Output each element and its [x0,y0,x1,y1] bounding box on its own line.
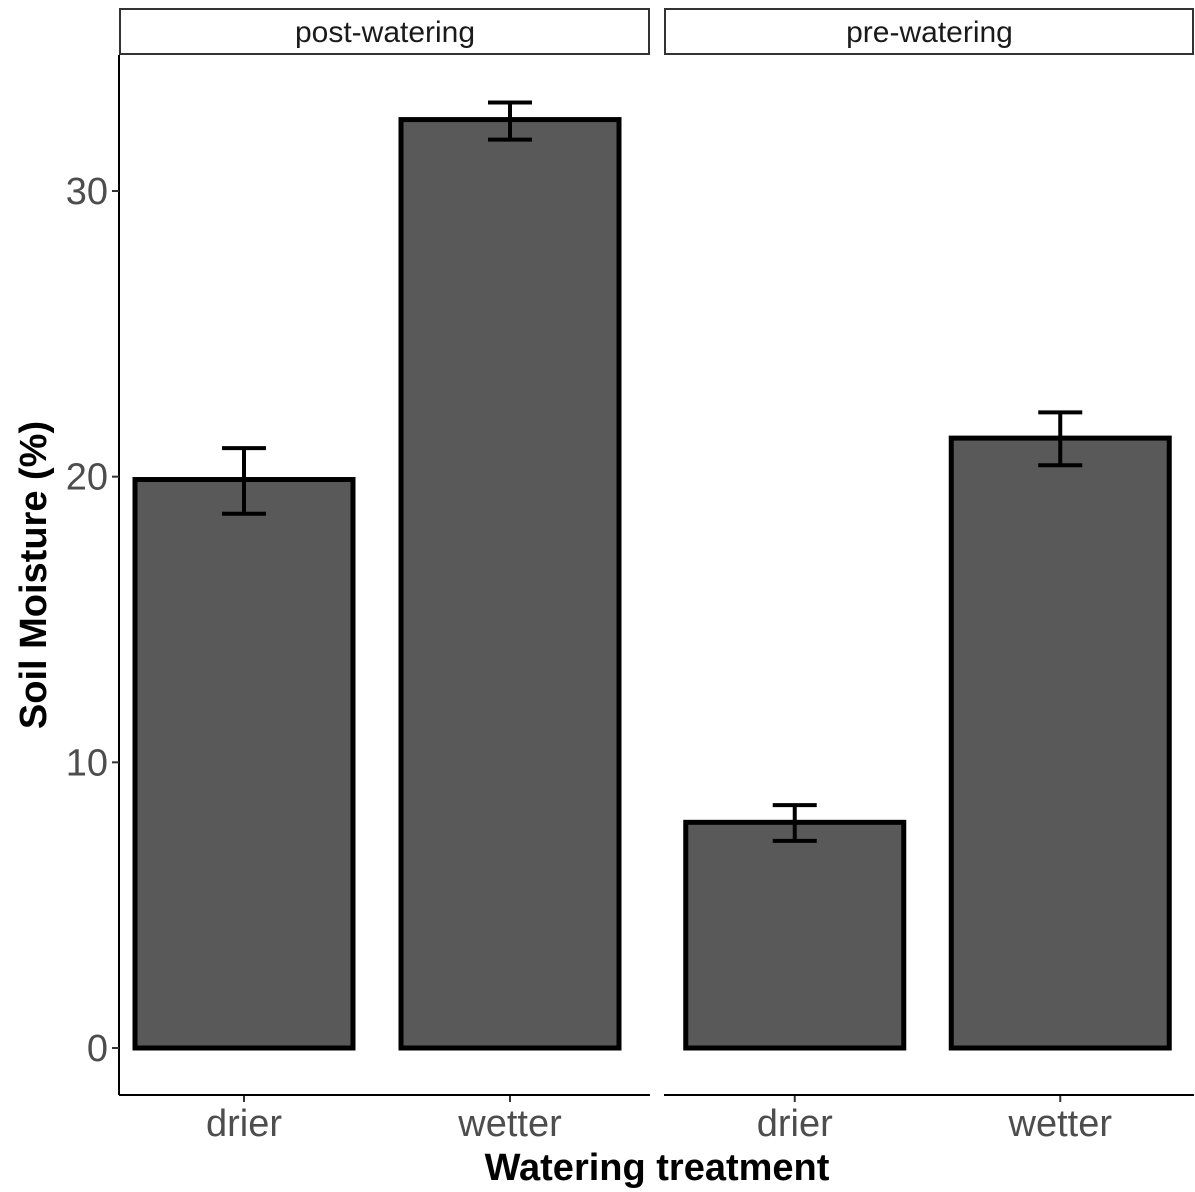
facet-pre-watering: pre-watering drier wetter [664,8,1194,1145]
x-tick-label: wetter [1008,1103,1113,1145]
y-tick-label: 20 [66,457,108,499]
facet-strip [119,8,650,55]
y-tick-label: 10 [66,742,108,784]
x-axis-title: Watering treatment [485,1147,830,1189]
x-tick-label: wetter [457,1103,562,1145]
facet-strip [664,8,1194,55]
x-tick-label: drier [206,1103,282,1145]
facet-panels: post-watering drier wetter pre-watering drie… [119,8,1194,1145]
facet-post-watering: post-watering drier wetter [119,8,650,1145]
x-tick-label: drier [757,1103,833,1145]
bar-drier [132,477,356,1051]
y-tick-label: 30 [66,171,108,213]
facet-strip-label: post-watering [295,16,475,49]
bar-wetter [948,435,1172,1051]
facet-strip-label: pre-watering [846,16,1013,49]
y-axis-title: Soil Moisture (%) [13,421,55,729]
bar-wetter [398,117,622,1051]
y-axis: 0 10 20 30 [66,55,120,1095]
y-tick-label: 0 [87,1028,108,1070]
bar-drier [683,819,907,1051]
